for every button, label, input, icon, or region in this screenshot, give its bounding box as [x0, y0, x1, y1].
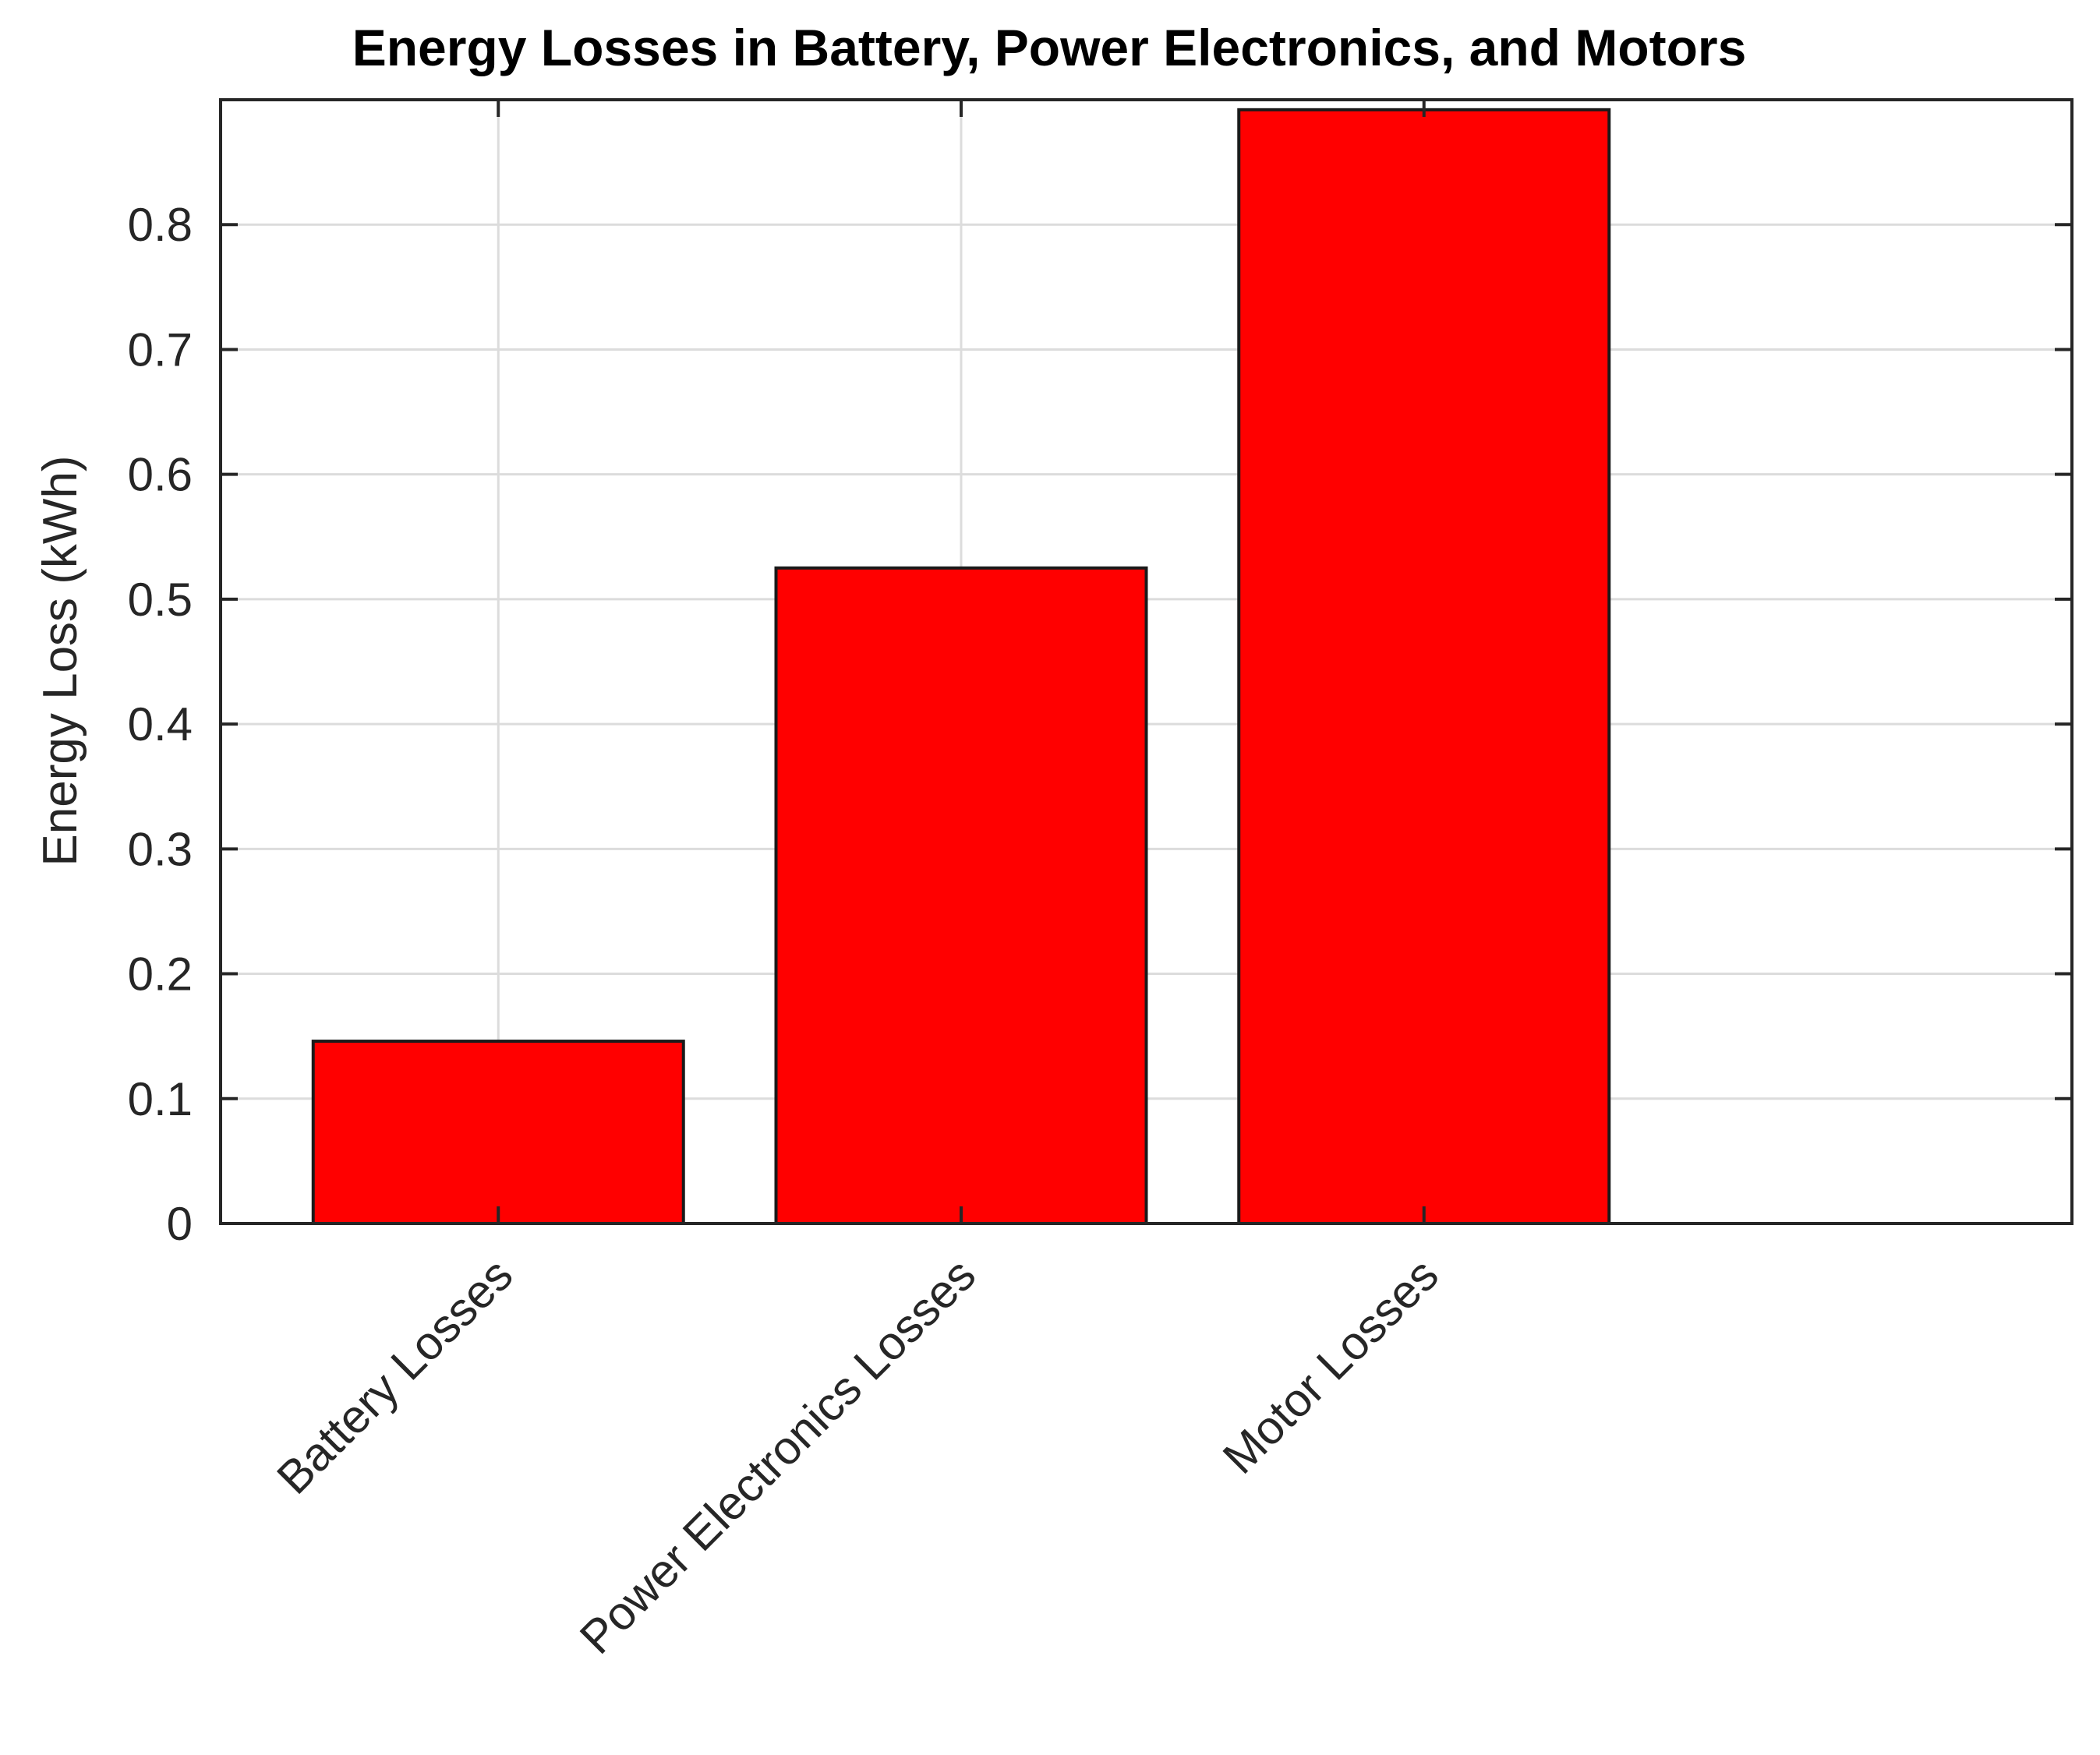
y-tick-label-5: 0.5 [128, 574, 193, 626]
bar-3 [1237, 108, 1611, 1226]
y-tick-label-1: 0.1 [128, 1073, 193, 1125]
y-tick-label-2: 0.2 [128, 948, 193, 1001]
bars [311, 108, 1611, 1226]
bar-1 [311, 1040, 685, 1225]
tick-marks [221, 100, 2072, 1225]
y-axis-label: Energy Loss (kWh) [34, 455, 87, 866]
y-tick-label-3: 0.3 [128, 823, 193, 875]
chart-title: Energy Losses in Battery, Power Electron… [352, 19, 1747, 76]
plot-area-frame [219, 98, 2073, 1225]
y-tick-label-8: 0.8 [128, 199, 193, 251]
y-tick-label-4: 0.4 [128, 698, 193, 750]
y-tick-label-7: 0.7 [128, 323, 193, 376]
y-tick-labels: 0 0.1 0.2 0.3 0.4 0.5 0.6 0.7 0.8 [128, 199, 193, 1250]
bar-2 [774, 566, 1148, 1225]
y-tick-label-0: 0 [167, 1198, 193, 1250]
y-tick-label-6: 0.6 [128, 449, 193, 501]
